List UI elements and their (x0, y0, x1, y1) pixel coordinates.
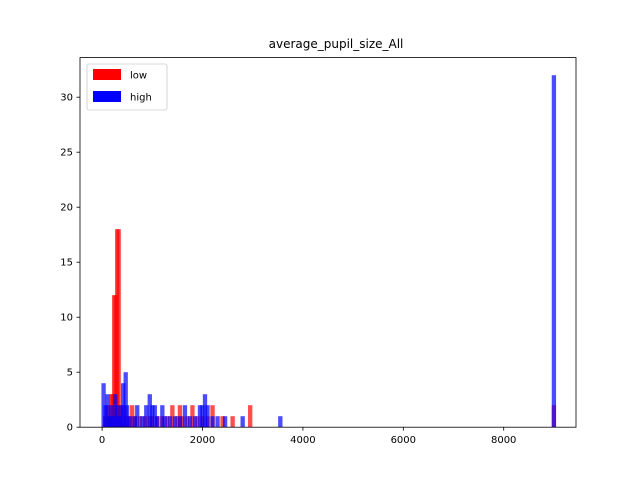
bar-high-33 (205, 405, 210, 428)
bar-high-16 (140, 416, 145, 428)
y-tick-label-20: 20 (60, 203, 73, 214)
series-high (101, 75, 557, 428)
bar-high-13 (128, 416, 133, 428)
y-tick-label-15: 15 (60, 258, 73, 269)
y-tick-label-25: 25 (60, 148, 73, 159)
bar-high-36 (222, 416, 228, 428)
legend: low high (86, 63, 168, 111)
x-tick-label-0: 0 (99, 435, 105, 446)
bar-high-20 (152, 405, 157, 428)
y-tick-label-5: 5 (67, 368, 73, 379)
bar-low-24 (175, 416, 180, 428)
x-tick-label-4000: 4000 (290, 435, 315, 446)
bar-high-28 (187, 416, 193, 428)
bar-low-29 (195, 416, 200, 428)
bar-high-26 (177, 416, 183, 428)
bar-high-24 (167, 416, 173, 428)
legend-swatch-low (93, 69, 121, 80)
y-axis: 0 5 10 15 20 25 30 (60, 93, 80, 434)
bar-high-39 (551, 75, 557, 428)
bar-high-38 (278, 416, 283, 428)
bar-high-2 (105, 394, 110, 428)
bar-low-26 (180, 416, 185, 428)
x-tick-label-6000: 6000 (391, 435, 416, 446)
bar-low-22 (165, 416, 170, 428)
x-axis: 0 2000 4000 6000 8000 (99, 427, 516, 446)
bar-high-23 (162, 416, 167, 428)
bar-high-19 (150, 405, 155, 428)
bar-low-23 (170, 405, 175, 428)
bar-high-18 (147, 394, 152, 428)
bar-high-14 (132, 416, 137, 428)
bar-high-27 (182, 405, 188, 428)
bar-high-30 (197, 405, 203, 428)
legend-label-low: low (130, 71, 147, 82)
plot-frame (79, 57, 577, 428)
bar-high-11 (123, 372, 128, 428)
bar-low-8 (116, 229, 121, 428)
bar-high-10 (121, 383, 126, 428)
bar-high-31 (200, 405, 205, 428)
bar-high-17 (144, 405, 149, 428)
legend-swatch-high (93, 91, 121, 102)
bar-high-15 (135, 405, 140, 428)
y-tick-label-0: 0 (67, 423, 73, 434)
bars-layer (101, 75, 557, 428)
bar-high-29 (192, 416, 198, 428)
bar-high-32 (202, 394, 208, 428)
bar-low-35 (248, 405, 253, 428)
x-tick-label-2000: 2000 (190, 435, 215, 446)
bar-high-12 (125, 405, 130, 428)
bar-low-33 (220, 416, 225, 428)
chart-title: average_pupil_size_All (269, 37, 404, 51)
bar-high-25 (172, 416, 178, 428)
bar-high-34 (210, 416, 215, 428)
bar-low-16 (137, 416, 142, 428)
bar-high-22 (160, 405, 165, 428)
bar-high-37 (240, 416, 245, 428)
bar-low-34 (230, 416, 235, 428)
bar-high-21 (155, 416, 160, 428)
legend-label-high: high (130, 93, 152, 104)
bar-low-28 (190, 405, 195, 428)
bar-low-27 (185, 416, 190, 428)
y-tick-label-30: 30 (60, 93, 73, 104)
x-tick-label-8000: 8000 (491, 435, 516, 446)
bar-high-35 (215, 416, 220, 428)
y-tick-label-10: 10 (60, 313, 73, 324)
